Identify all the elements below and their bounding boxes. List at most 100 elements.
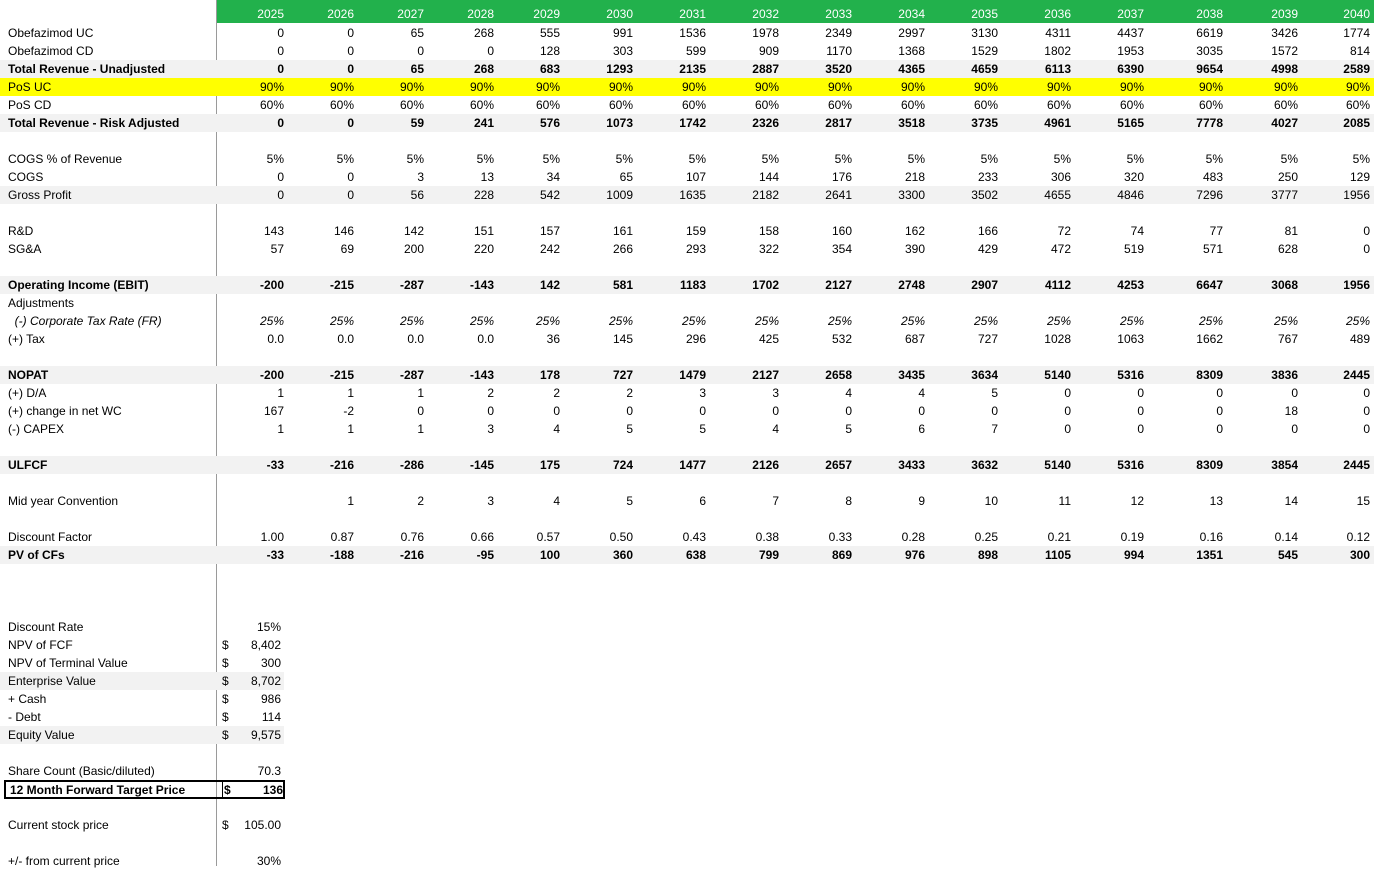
table-cell[interactable]: 161: [612, 224, 633, 238]
table-cell[interactable]: 1: [277, 422, 284, 436]
table-cell[interactable]: 599: [685, 44, 706, 58]
row-label[interactable]: PoS CD: [8, 98, 52, 112]
target-price-box[interactable]: 12 Month Forward Target Price $ 136: [4, 780, 285, 799]
row-label[interactable]: Total Revenue - Risk Adjusted: [8, 116, 180, 130]
table-cell[interactable]: 160: [831, 224, 852, 238]
table-cell[interactable]: 0: [347, 170, 354, 184]
table-cell[interactable]: -33: [266, 548, 284, 562]
table-cell[interactable]: 4: [553, 494, 560, 508]
table-cell[interactable]: 3300: [898, 188, 925, 202]
table-cell[interactable]: -143: [469, 368, 494, 382]
table-cell[interactable]: 74: [1130, 224, 1144, 238]
table-cell[interactable]: 724: [612, 458, 633, 472]
row-label[interactable]: (-) CAPEX: [8, 422, 65, 436]
table-cell[interactable]: 0.19: [1120, 530, 1144, 544]
table-cell[interactable]: 59: [410, 116, 424, 130]
table-cell[interactable]: 898: [977, 548, 998, 562]
table-cell[interactable]: 1: [417, 386, 424, 400]
table-cell[interactable]: 0: [417, 404, 424, 418]
table-cell[interactable]: 5: [626, 494, 633, 508]
table-cell[interactable]: 268: [473, 62, 494, 76]
table-cell[interactable]: 0: [1064, 422, 1071, 436]
table-cell[interactable]: 145: [612, 332, 633, 346]
row-label[interactable]: Mid year Convention: [8, 494, 119, 508]
table-cell[interactable]: 4: [918, 386, 925, 400]
table-cell[interactable]: -33: [266, 458, 284, 472]
table-cell[interactable]: 2907: [971, 278, 998, 292]
table-cell[interactable]: 60%: [1119, 98, 1144, 112]
table-cell[interactable]: 6: [918, 422, 925, 436]
table-cell[interactable]: 90%: [608, 80, 633, 94]
table-cell[interactable]: 77: [1209, 224, 1223, 238]
table-cell[interactable]: 9: [918, 494, 925, 508]
table-cell[interactable]: 0: [918, 404, 925, 418]
row-label[interactable]: SG&A: [8, 242, 42, 256]
table-cell[interactable]: 200: [403, 242, 424, 256]
row-label[interactable]: (+) D/A: [8, 386, 47, 400]
summary-label[interactable]: Discount Rate: [8, 620, 84, 634]
row-label[interactable]: Operating Income (EBIT): [8, 278, 149, 292]
table-cell[interactable]: 2887: [752, 62, 779, 76]
summary-value[interactable]: 105.00: [244, 818, 281, 832]
row-label[interactable]: Discount Factor: [8, 530, 93, 544]
table-cell[interactable]: -215: [329, 368, 354, 382]
table-cell[interactable]: 5316: [1117, 458, 1144, 472]
table-cell[interactable]: 3777: [1271, 188, 1298, 202]
table-cell[interactable]: 2817: [825, 116, 852, 130]
table-cell[interactable]: 909: [758, 44, 779, 58]
table-cell[interactable]: 472: [1050, 242, 1071, 256]
table-cell[interactable]: 581: [612, 278, 633, 292]
table-cell[interactable]: 0.0: [267, 332, 284, 346]
table-cell[interactable]: 296: [685, 332, 706, 346]
table-cell[interactable]: 1702: [752, 278, 779, 292]
table-cell[interactable]: 0: [553, 404, 560, 418]
summary-value[interactable]: 30%: [256, 854, 281, 868]
table-cell[interactable]: 1536: [679, 26, 706, 40]
table-cell[interactable]: 8309: [1196, 368, 1223, 382]
table-cell[interactable]: 0: [1363, 224, 1370, 238]
table-cell[interactable]: 268: [473, 26, 494, 40]
table-cell[interactable]: 5165: [1117, 116, 1144, 130]
table-cell[interactable]: 2748: [898, 278, 925, 292]
summary-value[interactable]: 8,402: [250, 638, 281, 652]
table-cell[interactable]: 90%: [973, 80, 998, 94]
table-cell[interactable]: 13: [1209, 494, 1223, 508]
table-cell[interactable]: 5316: [1117, 368, 1144, 382]
table-cell[interactable]: 0: [1137, 422, 1144, 436]
table-cell[interactable]: 25%: [1198, 314, 1223, 328]
table-cell[interactable]: 107: [685, 170, 706, 184]
table-cell[interactable]: 1: [347, 494, 354, 508]
table-cell[interactable]: 266: [612, 242, 633, 256]
table-cell[interactable]: 4027: [1271, 116, 1298, 130]
table-cell[interactable]: 60%: [681, 98, 706, 112]
table-cell[interactable]: 90%: [1046, 80, 1071, 94]
table-cell[interactable]: 0: [1216, 422, 1223, 436]
table-cell[interactable]: 3433: [898, 458, 925, 472]
table-cell[interactable]: 3068: [1271, 278, 1298, 292]
year-header-2030[interactable]: 2030: [606, 7, 633, 21]
table-cell[interactable]: 0: [1363, 386, 1370, 400]
table-cell[interactable]: 142: [403, 224, 424, 238]
row-label[interactable]: (+) Tax: [8, 332, 45, 346]
table-cell[interactable]: 0: [347, 44, 354, 58]
table-cell[interactable]: 576: [539, 116, 560, 130]
table-cell[interactable]: 4: [772, 422, 779, 436]
table-cell[interactable]: 0: [277, 44, 284, 58]
table-cell[interactable]: 60%: [329, 98, 354, 112]
table-cell[interactable]: 60%: [900, 98, 925, 112]
table-cell[interactable]: 425: [758, 332, 779, 346]
table-cell[interactable]: -188: [329, 548, 354, 562]
table-cell[interactable]: 3520: [825, 62, 852, 76]
table-cell[interactable]: 0.76: [400, 530, 424, 544]
summary-value[interactable]: 114: [261, 710, 281, 724]
table-cell[interactable]: 65: [410, 26, 424, 40]
table-cell[interactable]: 293: [685, 242, 706, 256]
table-cell[interactable]: 1170: [826, 44, 852, 58]
table-cell[interactable]: 25%: [1119, 314, 1144, 328]
table-cell[interactable]: 2: [553, 386, 560, 400]
table-cell[interactable]: 90%: [1345, 80, 1370, 94]
table-cell[interactable]: 90%: [535, 80, 560, 94]
table-cell[interactable]: -216: [399, 548, 424, 562]
table-cell[interactable]: 628: [1277, 242, 1298, 256]
table-cell[interactable]: 0: [1363, 422, 1370, 436]
